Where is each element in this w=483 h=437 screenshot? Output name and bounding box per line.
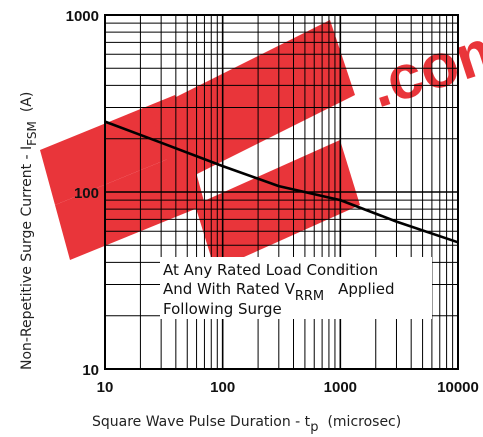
watermark-logo (40, 20, 360, 270)
annotation-line-2-sub: RRM (295, 289, 324, 304)
y-axis-label: Non-Repetitive Surge Current - IFSM (A) (19, 92, 39, 370)
x-axis-label-sub: p (310, 420, 318, 435)
y-axis-label-unit: (A) (19, 92, 35, 113)
annotation-line-2-post: Applied (338, 280, 394, 298)
annotation-line-2: And With Rated VRRM Applied (163, 280, 395, 304)
y-axis-label-main: Non-Repetitive Surge Current - I (19, 146, 35, 370)
plot-frame (104, 14, 459, 370)
x-tick-label: 1000 (324, 379, 357, 396)
annotation-box (160, 257, 432, 319)
annotation-line-2-pre: And With Rated V (163, 280, 296, 298)
x-tick-label: 10 (97, 379, 114, 396)
watermark-text: .com (361, 11, 483, 121)
x-axis-label-main: Square Wave Pulse Duration - t (92, 414, 311, 430)
x-tick-labels: 10 100 1000 10000 (97, 379, 479, 396)
annotation-line-1: At Any Rated Load Condition (163, 261, 378, 279)
y-tick-label: 1000 (66, 8, 99, 25)
y-tick-labels: 10 100 1000 (66, 8, 99, 379)
annotation-line-3: Following Surge (163, 300, 282, 318)
series-line (104, 120, 459, 244)
y-tick-label: 10 (82, 362, 99, 379)
y-tick-label: 100 (74, 185, 99, 202)
x-axis-label-unit: (microsec) (327, 414, 401, 430)
x-axis-label: Square Wave Pulse Duration - tp (microsec… (92, 414, 401, 435)
y-axis-label-sub: FSM (25, 121, 39, 146)
x-tick-label: 10000 (437, 379, 479, 396)
x-tick-label: 100 (210, 379, 235, 396)
series-layer (104, 120, 459, 244)
